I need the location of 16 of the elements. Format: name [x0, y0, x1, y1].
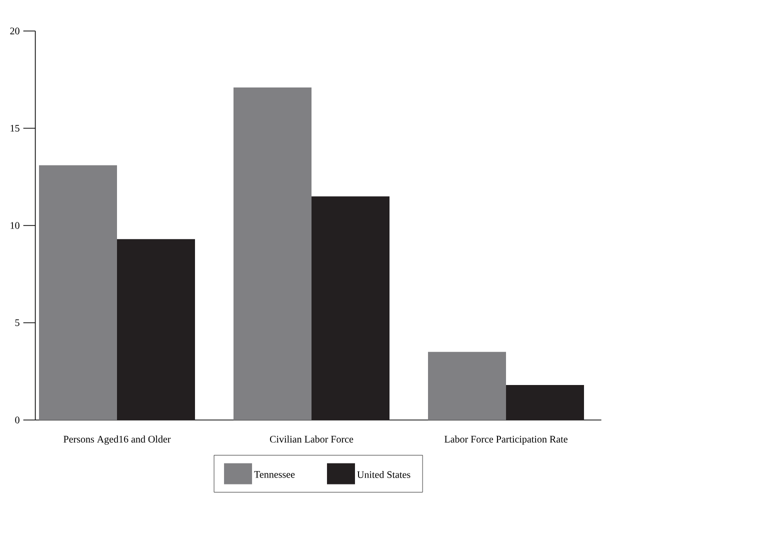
x-tick-label: Persons Aged16 and Older	[64, 436, 171, 445]
bar	[234, 87, 312, 420]
bar	[312, 196, 390, 420]
x-tick-label: Civilian Labor Force	[270, 436, 354, 443]
bar	[428, 352, 506, 420]
bar	[39, 165, 117, 420]
bar	[117, 239, 196, 420]
y-tick-label: 15	[10, 124, 20, 132]
y-tick-label: 5	[15, 319, 20, 326]
y-tick-label: 20	[10, 28, 20, 34]
y-tick-label: 0	[15, 416, 20, 424]
x-tick-label: Labor Force Participation Rate	[444, 436, 568, 445]
legend-label: Tennessee	[254, 471, 295, 478]
y-tick-label: 10	[10, 222, 20, 229]
legend-label: United States	[357, 470, 410, 478]
bar	[506, 384, 584, 420]
